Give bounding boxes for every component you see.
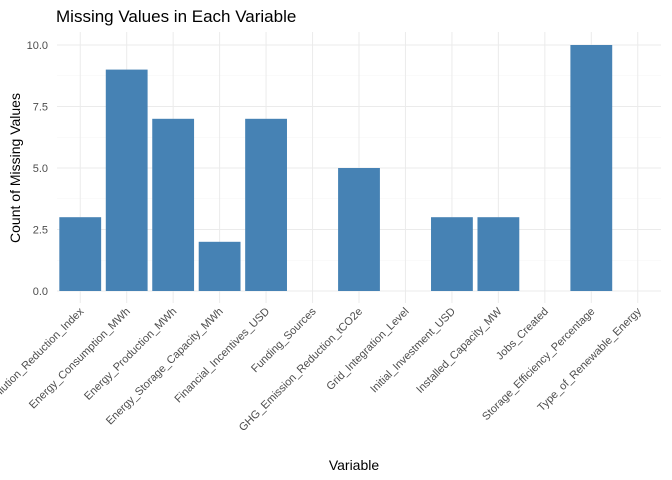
y-tick-label: 0.0 xyxy=(33,286,48,298)
bar-installed-capacity-mw xyxy=(477,217,520,291)
bar-energy-production-mwh xyxy=(152,118,195,291)
y-axis-title: Count of Missing Values xyxy=(7,93,23,243)
bar-energy-consumption-mwh xyxy=(105,69,148,291)
x-axis-title: Variable xyxy=(329,457,380,473)
chart-title: Missing Values in Each Variable xyxy=(56,7,296,26)
y-tick-label: 2.5 xyxy=(33,225,48,237)
bar-financial-incentives-usd xyxy=(245,118,287,291)
y-tick-label: 10.0 xyxy=(27,40,48,52)
x-tick-label: Grid_Integration_Level xyxy=(324,306,411,393)
bar-ghg-emission-reduction-tco2e xyxy=(338,168,380,291)
bar-storage-efficiency-percentage xyxy=(570,45,613,291)
bar-initial-investment-usd xyxy=(431,217,473,291)
bar-air-pollution-reduction-index xyxy=(59,217,102,291)
x-tick-label: Installed_Capacity_MW xyxy=(414,305,505,396)
x-axis-ticks: Air_Pollution_Reduction_IndexEnergy_Cons… xyxy=(0,305,644,434)
bars xyxy=(59,45,613,291)
x-tick-label: Energy_Production_MWh xyxy=(82,306,179,403)
bar-energy-storage-capacity-mwh xyxy=(198,241,241,291)
y-tick-label: 5.0 xyxy=(33,163,48,175)
y-tick-label: 7.5 xyxy=(33,102,48,114)
y-axis-ticks: 0.0 2.5 5.0 7.5 10.0 xyxy=(27,40,48,298)
x-tick-label: Financial_Incentives_USD xyxy=(172,306,272,406)
x-tick-label: Initial_Investment_USD xyxy=(368,306,458,396)
